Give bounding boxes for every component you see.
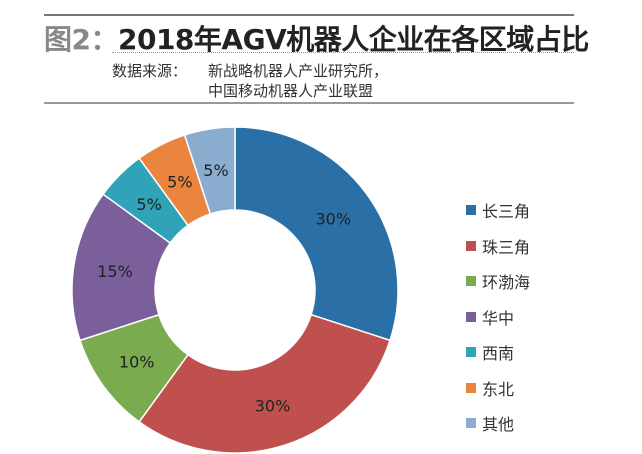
figure-number: 图2： [44, 23, 118, 56]
legend-item: 环渤海 [466, 269, 530, 293]
title-text: 2018年AGV机器人企业在各区域占比 [117, 23, 589, 56]
source-line-1: 新战略机器人产业研究所， [208, 62, 389, 80]
data-label: 15% [97, 262, 133, 281]
legend-swatch [466, 382, 476, 393]
source-line-2: 中国移动机器人产业联盟 [208, 82, 374, 100]
legend-item: 东北 [466, 376, 514, 400]
data-label: 5% [136, 195, 161, 214]
legend-swatch [466, 240, 476, 251]
chart-title: 图2：2018年AGV机器人企业在各区域占比 [44, 18, 589, 58]
legend-item: 珠三角 [466, 234, 530, 258]
data-label: 5% [167, 173, 192, 192]
legend-swatch [466, 311, 476, 322]
title-divider [112, 52, 574, 53]
legend-label: 环渤海 [482, 273, 531, 292]
legend-label: 东北 [482, 379, 515, 399]
legend-item: 长三角 [466, 198, 530, 222]
slice-2 [138, 313, 391, 454]
legend-label: 华中 [482, 308, 515, 328]
legend-item: 其他 [466, 411, 514, 435]
legend-label: 西南 [482, 344, 515, 363]
legend-item: 西南 [466, 340, 514, 364]
legend-swatch [466, 276, 476, 286]
slice-1 [234, 126, 399, 342]
legend-swatch [466, 347, 476, 357]
legend-item: 华中 [466, 305, 514, 329]
bottom-rule [44, 102, 574, 104]
data-label: 10% [119, 352, 155, 371]
legend-label: 长三角 [482, 202, 531, 221]
data-label: 5% [203, 161, 228, 180]
source-label: 数据来源： [112, 62, 188, 80]
legend-swatch [466, 205, 476, 215]
legend-label: 其他 [482, 415, 515, 434]
data-label: 30% [316, 210, 352, 229]
top-rule [44, 14, 574, 16]
slice-7 [183, 126, 236, 215]
data-label: 30% [255, 397, 291, 416]
legend-label: 珠三角 [482, 237, 531, 257]
legend-swatch [466, 418, 476, 428]
